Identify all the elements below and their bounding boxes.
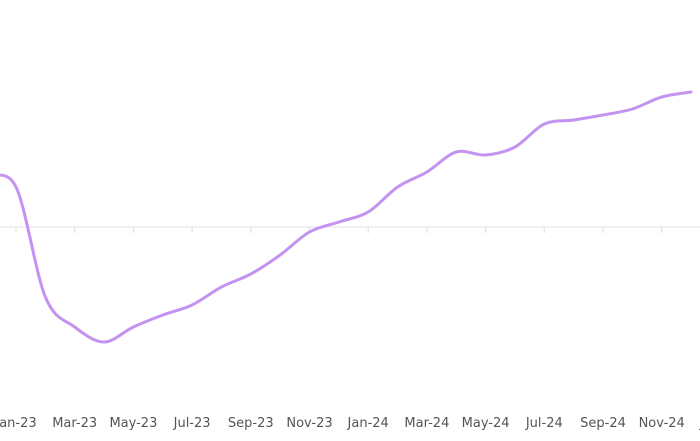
series-group [0, 90, 693, 344]
x-tick-label: May-23 [109, 416, 157, 431]
x-tick-label: Nov-24 [639, 416, 685, 431]
x-tick-label: Mar-24 [404, 416, 449, 431]
x-tick-label: Jul-24 [525, 416, 563, 431]
x-tick-labels: Jan-23 Mar-23 May-23 Jul-23 Sep-23 Nov-23 Jan-… [0, 416, 700, 431]
x-tick-label: Nov-23 [286, 416, 332, 431]
x-axis [0, 226, 700, 233]
x-tick-label: Mar-23 [52, 416, 97, 431]
x-tick-label: Sep-24 [580, 416, 626, 431]
x-tick-label: Jan-24 [347, 416, 389, 431]
x-tick-label: Jul-23 [173, 416, 211, 431]
series-line [0, 90, 693, 344]
x-tick-label: Sep-23 [228, 416, 274, 431]
x-tick-label: Jan-23 [0, 416, 37, 431]
x-tick-label: Jan-25 [699, 416, 700, 431]
x-tick-label: May-24 [462, 416, 510, 431]
